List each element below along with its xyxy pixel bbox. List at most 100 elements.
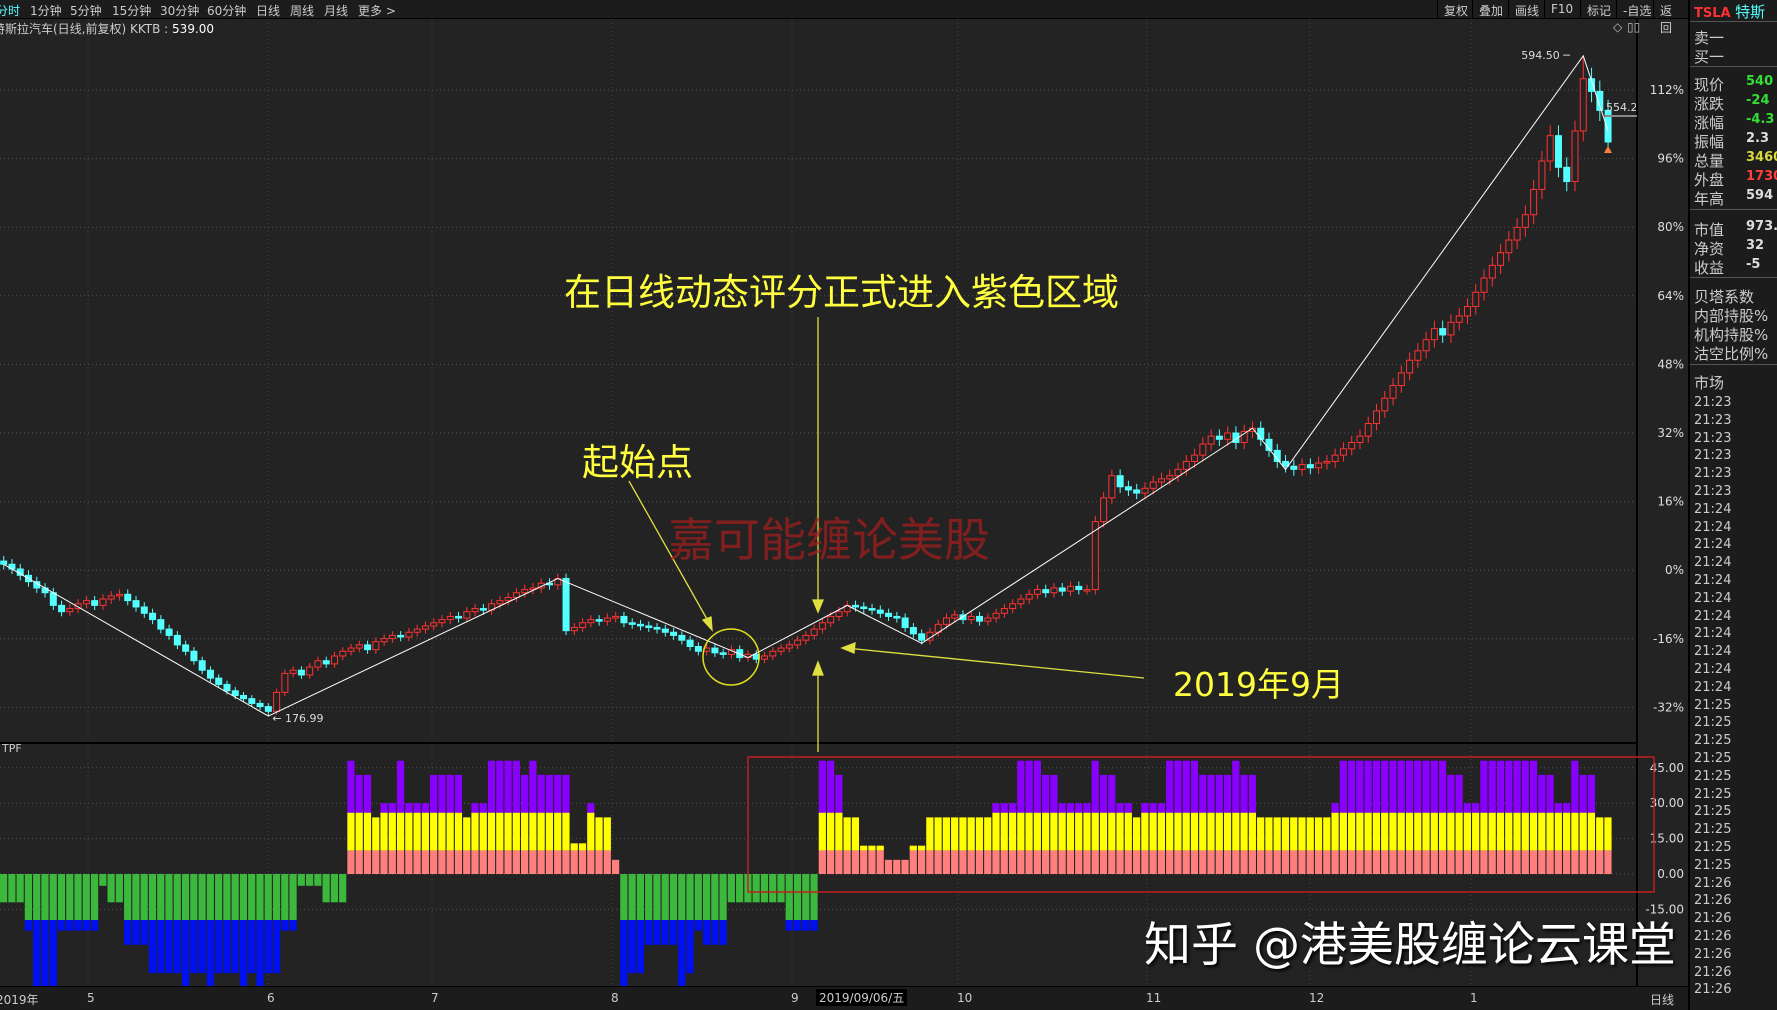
stat-value: 2.3 xyxy=(1746,131,1770,146)
tpf-bar-yellow xyxy=(1050,812,1058,851)
tpf-bar-yellow xyxy=(1596,817,1604,851)
candle-down xyxy=(1075,585,1083,591)
tpf-bar-purple xyxy=(827,760,835,813)
stat-row: 贝塔系数 xyxy=(1694,286,1777,306)
tpf-bar-yellow xyxy=(1339,812,1347,851)
candle-up xyxy=(463,611,471,619)
kline-chart[interactable]: 594.50 ─ ← 176.99 554.2 112% 96% 80% 64% 48% 32… xyxy=(0,0,1688,986)
tab-weekly[interactable]: 周线 xyxy=(290,4,315,18)
tpf-bar-salmon xyxy=(1496,850,1505,874)
tab-monthly[interactable]: 月线 xyxy=(324,4,349,18)
tpf-bar-yellow xyxy=(1438,812,1447,851)
watchlist-button[interactable]: -自选 xyxy=(1616,0,1657,19)
candle-up xyxy=(107,595,115,600)
overlay-button[interactable]: 叠加 xyxy=(1472,0,1509,19)
stat-value: 973.9 xyxy=(1746,219,1777,234)
tpf-bar-green xyxy=(736,874,744,903)
zhihu-watermark: 知乎 @港美股缠论云课堂 xyxy=(1144,918,1676,973)
x-label: 10 xyxy=(957,991,973,1005)
candle-up xyxy=(115,593,123,597)
tpf-bar-blue xyxy=(157,920,165,974)
candle-up xyxy=(413,628,421,633)
stat-row: 振幅 2.3 xyxy=(1694,131,1777,151)
tab-more[interactable]: 更多 > xyxy=(358,4,396,18)
candle-down xyxy=(132,600,140,608)
candle-up xyxy=(388,634,396,640)
tpf-tick-label: 45.00 xyxy=(1650,761,1684,775)
restore-rights-button[interactable]: 复权 xyxy=(1437,0,1474,19)
tpf-bar-yellow xyxy=(438,812,446,851)
tpf-bar-yellow xyxy=(1314,817,1323,851)
x-label: 5 xyxy=(87,991,95,1005)
candle-down xyxy=(976,615,984,622)
f10-button[interactable]: F10 xyxy=(1544,0,1579,19)
tab-daily[interactable]: 日线 xyxy=(256,4,281,18)
mark-button[interactable]: 标记 xyxy=(1580,0,1617,19)
tpf-bar-salmon xyxy=(1066,850,1075,874)
tick-time: 21:25 xyxy=(1694,751,1732,766)
tpf-bar-green xyxy=(239,874,248,921)
x-label: 1 xyxy=(1470,991,1478,1005)
tpf-bar-salmon xyxy=(876,850,884,874)
tpf-bar-salmon xyxy=(554,850,562,874)
stat-row: 市场 xyxy=(1694,372,1777,392)
tab-15min[interactable]: 15分钟 xyxy=(112,4,152,18)
tpf-bar-purple xyxy=(1587,774,1596,813)
tpf-bar-salmon xyxy=(1223,850,1232,874)
diamond-icon[interactable]: ◇ xyxy=(1613,20,1623,34)
back-button[interactable]: 返回 xyxy=(1653,0,1688,35)
candle-down xyxy=(876,609,884,614)
tpf-bar-salmon xyxy=(1240,850,1248,874)
tpf-bar-purple xyxy=(1190,760,1199,813)
tpf-bar-salmon xyxy=(1306,850,1314,874)
tpf-bar-green xyxy=(132,874,140,921)
tpf-bar-salmon xyxy=(1579,850,1587,874)
tpf-bar-green xyxy=(661,874,669,921)
tpf-bar-salmon xyxy=(1513,850,1521,874)
layout-toggle-icon[interactable]: ▯▯ xyxy=(1627,20,1641,34)
stat-row: 机构持股% xyxy=(1694,324,1777,344)
tpf-bar-salmon xyxy=(1348,850,1356,874)
tpf-bar-salmon xyxy=(1058,850,1066,874)
tpf-bar-yellow xyxy=(562,812,570,851)
tab-intraday[interactable]: 分时 xyxy=(0,4,21,18)
tpf-bar-blue xyxy=(198,920,206,974)
tpf-bar-salmon xyxy=(1108,850,1116,874)
tpf-bar-yellow xyxy=(1281,817,1290,851)
candle-up xyxy=(380,638,388,643)
draw-line-button[interactable]: 画线 xyxy=(1508,0,1545,19)
tpf-bar-purple xyxy=(512,760,520,813)
candle-up xyxy=(1463,305,1471,317)
stat-row: 外盘 1730 xyxy=(1694,169,1777,189)
tpf-bar-yellow xyxy=(827,812,835,851)
candle-up xyxy=(1207,435,1215,445)
tpf-bar-green xyxy=(165,874,173,921)
tab-1min[interactable]: 1分钟 xyxy=(30,4,62,18)
candle-up xyxy=(761,655,769,660)
tpf-bar-salmon xyxy=(984,850,992,874)
tab-5min[interactable]: 5分钟 xyxy=(70,4,102,18)
tpf-bar-blue xyxy=(231,920,239,974)
tick-time: 21:24 xyxy=(1694,662,1732,677)
tpf-bar-green xyxy=(206,874,214,921)
chart-title: 特斯拉汽车(日线,前复权) KKTB : 539.00 xyxy=(0,20,214,37)
tpf-bar-yellow xyxy=(578,843,587,851)
tpf-bar-salmon xyxy=(1033,850,1041,874)
tpf-bar-green xyxy=(223,874,231,921)
arrow-head-icon xyxy=(840,642,856,654)
candle-up xyxy=(1364,423,1372,437)
tpf-bar-purple xyxy=(1422,760,1430,813)
tab-30min[interactable]: 30分钟 xyxy=(160,4,200,18)
tpf-bar-salmon xyxy=(1571,850,1579,874)
tpf-bar-blue xyxy=(678,920,686,986)
tpf-bar-yellow xyxy=(1075,812,1083,851)
tpf-bar-yellow xyxy=(1496,812,1505,851)
tpf-bar-salmon xyxy=(1132,850,1141,874)
candle-up xyxy=(984,617,992,622)
tab-60min[interactable]: 60分钟 xyxy=(207,4,247,18)
candle-down xyxy=(670,631,678,636)
tpf-bar-yellow xyxy=(1025,812,1033,851)
candle-down xyxy=(240,695,248,700)
tick-row: 21:245 xyxy=(1694,680,1777,695)
candle-up xyxy=(1149,481,1157,489)
